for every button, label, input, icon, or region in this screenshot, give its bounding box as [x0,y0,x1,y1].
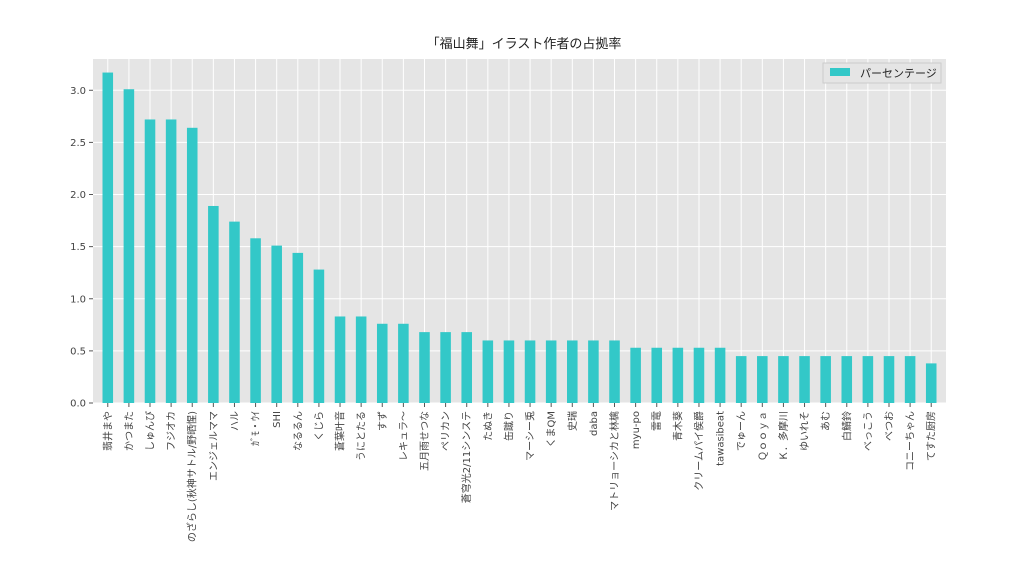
bar [714,347,726,403]
x-tick-label: 缶蹴り [502,411,515,441]
x-tick-label: 五月雨せつな [419,411,431,471]
x-tick-label: エンジェルママ [209,411,220,481]
bar [355,316,367,403]
bar [440,332,451,403]
bar [292,252,304,403]
x-tick-label: べっこう [862,411,874,451]
bar [672,347,684,403]
x-tick-label: 翡井まや [101,411,114,451]
x-tick-label: レキュラ～ [398,411,410,461]
x-axis: 翡井まや かつまた しゅんぴ フジオカ のざらし(秋神サトル/野晒惺) エンジェルママ ハル… [101,403,938,542]
bar [862,356,874,403]
x-tick-label: SHI [272,411,283,428]
x-tick-label: すず [377,411,389,431]
x-tick-label: 蒼穹光2/11シンステ [460,411,473,503]
x-tick-label: なるるん [292,411,304,451]
bar [883,356,895,403]
x-tick-label: Ｋ．多摩川 [777,411,790,461]
y-tick-label: 2.0 [70,190,86,201]
bar [313,269,325,403]
bar [588,340,599,403]
x-tick-label: フジオカ [166,411,178,451]
x-tick-label: マトリョーシカと林檎 [608,411,621,511]
bar [524,340,536,403]
bar [102,72,114,403]
bar [334,316,346,403]
x-tick-label: べつお [883,411,895,441]
bar [567,340,578,403]
x-tick-label: myu-po [631,411,642,449]
x-tick-label: ｶﾞﾓ・ｳｲ [250,411,262,446]
bar [144,119,156,404]
legend: パーセンテージ [822,62,942,84]
x-tick-label: たぬき [482,411,494,441]
plot-background [93,59,946,403]
x-tick-label: てすた厨房 [925,411,938,461]
bar [165,119,177,404]
bar [229,221,240,403]
bar [271,245,282,403]
chart-title: 「福山舞」イラスト作者の占拠率 [427,36,622,52]
bar [820,356,831,403]
x-tick-label: しゅんぴ [145,411,157,451]
y-tick-label: 1.0 [70,294,86,305]
x-tick-label: daba [589,411,600,436]
bar [693,347,705,403]
legend-box [822,62,942,84]
x-tick-label: 史瑞 [567,411,579,431]
bar [735,356,747,403]
bars [102,72,937,404]
bar [904,356,916,403]
bar [545,340,557,403]
y-tick-label: 3.0 [70,86,86,97]
x-tick-label: コニーちゃん [905,411,917,471]
y-tick-label: 1.5 [70,242,86,253]
bar [419,332,430,403]
y-tick-label: 2.5 [70,138,86,149]
y-tick-label: 0.5 [70,346,86,357]
bar [799,356,810,403]
bar [925,363,937,403]
bar [376,323,388,403]
x-tick-label: ペリカン [440,411,452,451]
x-tick-label: くまQM [546,411,558,448]
legend-swatch [830,68,850,76]
legend-label: パーセンテージ [860,67,937,80]
x-tick-label: でゅーん [736,411,748,451]
y-axis: 0.0 0.5 1.0 1.5 2.0 2.5 3.0 [70,86,93,410]
x-tick-label: 青木葵 [671,411,684,441]
x-tick-label: うにとたる [356,411,368,461]
x-tick-label: マーシー兎 [525,411,537,461]
bar [609,340,620,403]
x-tick-label: クリームパイ侯爵 [692,411,705,491]
x-tick-label: ハル [230,411,241,431]
bar [503,340,515,403]
x-tick-label: かつまた [123,411,135,451]
bar [461,332,472,403]
bar [398,323,409,403]
x-tick-label: 雷電 [651,411,663,431]
bar [630,347,641,403]
x-tick-label: のざらし(秋神サトル/野晒惺) [186,411,199,542]
x-tick-label: tawasibeat [716,411,727,466]
bar [208,205,219,403]
x-tick-label: 白鯖鈴 [840,411,853,441]
bar [841,356,853,403]
y-tick-label: 0.0 [70,399,86,410]
bar [757,356,768,403]
x-tick-label: あむ [820,411,832,431]
x-tick-label: ゆいれそ [799,411,811,451]
bar [250,238,261,403]
bar [123,89,135,404]
bar [482,340,494,403]
x-tick-label: Ｑｏｏｙａ [758,411,769,461]
bar [651,347,663,403]
x-tick-label: 蒼葉叶音 [334,411,347,451]
bar [186,127,198,404]
bar [778,356,789,403]
x-tick-label: くじら [313,411,325,441]
